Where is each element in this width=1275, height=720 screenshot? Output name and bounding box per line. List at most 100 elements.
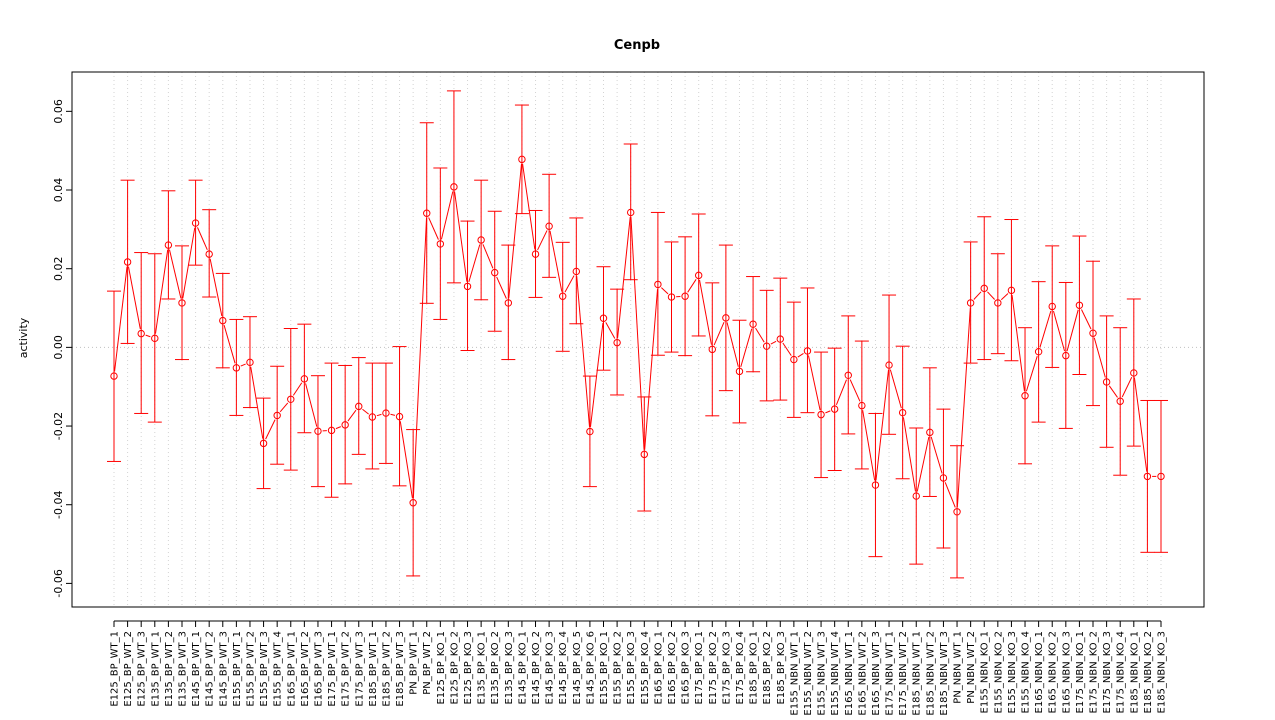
x-tick-label: E155_BP_KO_2 [613,631,624,705]
data-point [640,450,648,459]
x-tick-label: E185_BP_WT_3 [395,631,406,707]
data-point [1089,329,1097,337]
series-segment [1011,294,1025,392]
data-point [273,411,281,420]
x-tick-label: E125_BP_KO_2 [449,631,460,705]
x-tick-label: E175_NBN_WT_2 [898,631,909,716]
series-segment [630,217,645,450]
x-tick-label: E155_NBN_WT_4 [830,631,841,716]
data-point [694,271,703,280]
series-segment [265,419,276,440]
x-tick-label: E175_BP_KO_2 [708,631,719,705]
series-segment [1108,385,1118,398]
x-tick-label: E135_BP_KO_3 [504,631,515,705]
x-tick-label: E175_BP_WT_3 [354,631,365,707]
x-tick-label: E165_BP_KO_2 [667,631,678,705]
series-segment [1081,309,1092,330]
series-segment [930,436,943,474]
data-point [477,236,485,244]
data-point [1048,302,1056,311]
series-segment [428,217,439,240]
x-tick-label: E185_BP_KO_2 [762,631,773,705]
y-tick-label: -0.02 [52,412,65,440]
series-segment [835,379,847,405]
series-segment [197,227,208,251]
series-segment [168,249,182,299]
data-point [599,314,608,322]
series-segment [482,244,494,269]
data-point [844,371,852,379]
x-tick-label: E185_BP_WT_2 [381,631,392,707]
x-tick-label: E165_BP_WT_3 [313,631,324,707]
data-point [627,208,635,217]
series-segment [399,421,413,499]
data-point [994,299,1002,307]
data-point [491,268,499,277]
data-point [409,499,417,507]
data-point [681,292,689,300]
x-tick-label: E155_BP_KO_1 [599,631,610,705]
series-segment [889,369,902,409]
y-tick-label: 0.02 [52,256,65,281]
data-point [1102,378,1111,386]
data-point [178,299,186,307]
series-segment [1093,337,1106,378]
x-tick-label: E145_BP_KO_1 [517,631,528,705]
y-tick-label: 0.04 [52,178,65,203]
series-segment [644,289,659,450]
series-segment [145,334,151,338]
y-tick-label: -0.04 [52,490,65,518]
data-point [287,395,295,403]
data-point [722,314,730,322]
x-tick-label: E145_BP_KO_4 [558,631,569,705]
series-segment [661,287,669,295]
series-segment [347,409,357,422]
x-tick-label: E185_NBN_WT_3 [939,631,950,716]
x-tick-label: E185_NBN_WT_1 [912,631,923,716]
y-axis: -0.06 -0.04 -0.02 0.00 0.02 0.04 0.06 [52,99,72,598]
data-point [1034,347,1043,356]
series-line [114,163,1157,508]
y-tick-label: 0.06 [52,99,65,124]
x-tick-label: E175_BP_WT_1 [327,631,338,707]
data-point [463,282,472,291]
error-bars [107,90,1168,579]
x-tick-label: E165_NBN_WT_3 [871,631,882,716]
series-segment [292,382,303,396]
x-tick-label: E155_NBN_WT_2 [803,631,814,716]
series-segment [1039,310,1052,348]
series-segment [687,279,697,293]
x-tick-label: E125_BP_KO_1 [436,631,447,705]
data-point [423,209,431,217]
data-point [735,367,744,376]
data-point [219,316,227,325]
data-point [926,428,934,437]
series-segment [390,413,396,416]
series-segment [807,355,821,411]
data-point [164,241,173,249]
x-tick-label: E145_BP_WT_3 [218,631,229,707]
x-tick-label: E145_BP_KO_3 [545,631,556,705]
series-segment [1052,310,1066,352]
x-tick-label: E125_BP_KO_3 [463,631,474,705]
series-segment [376,413,382,417]
series-segment [508,163,522,299]
data-point [531,250,540,258]
series-segment [223,324,236,364]
x-tick-label: E135_BP_WT_2 [164,631,175,707]
series-segment [182,227,196,299]
x-tick-label: E155_BP_WT_3 [259,631,270,707]
data-point [817,410,825,419]
data-point [1157,472,1165,481]
series-segment [250,366,264,439]
series-segment [454,191,468,282]
series-segment [537,230,548,251]
x-tick-label: E185_NBN_KO_1 [1129,631,1140,713]
x-tick-label: E155_NBN_WT_1 [789,631,800,716]
x-tick-label: E165_NBN_WT_2 [857,631,868,716]
data-point [830,405,839,413]
data-point [980,284,988,293]
data-point [572,267,581,276]
data-point [749,320,757,328]
data-point [559,292,567,300]
